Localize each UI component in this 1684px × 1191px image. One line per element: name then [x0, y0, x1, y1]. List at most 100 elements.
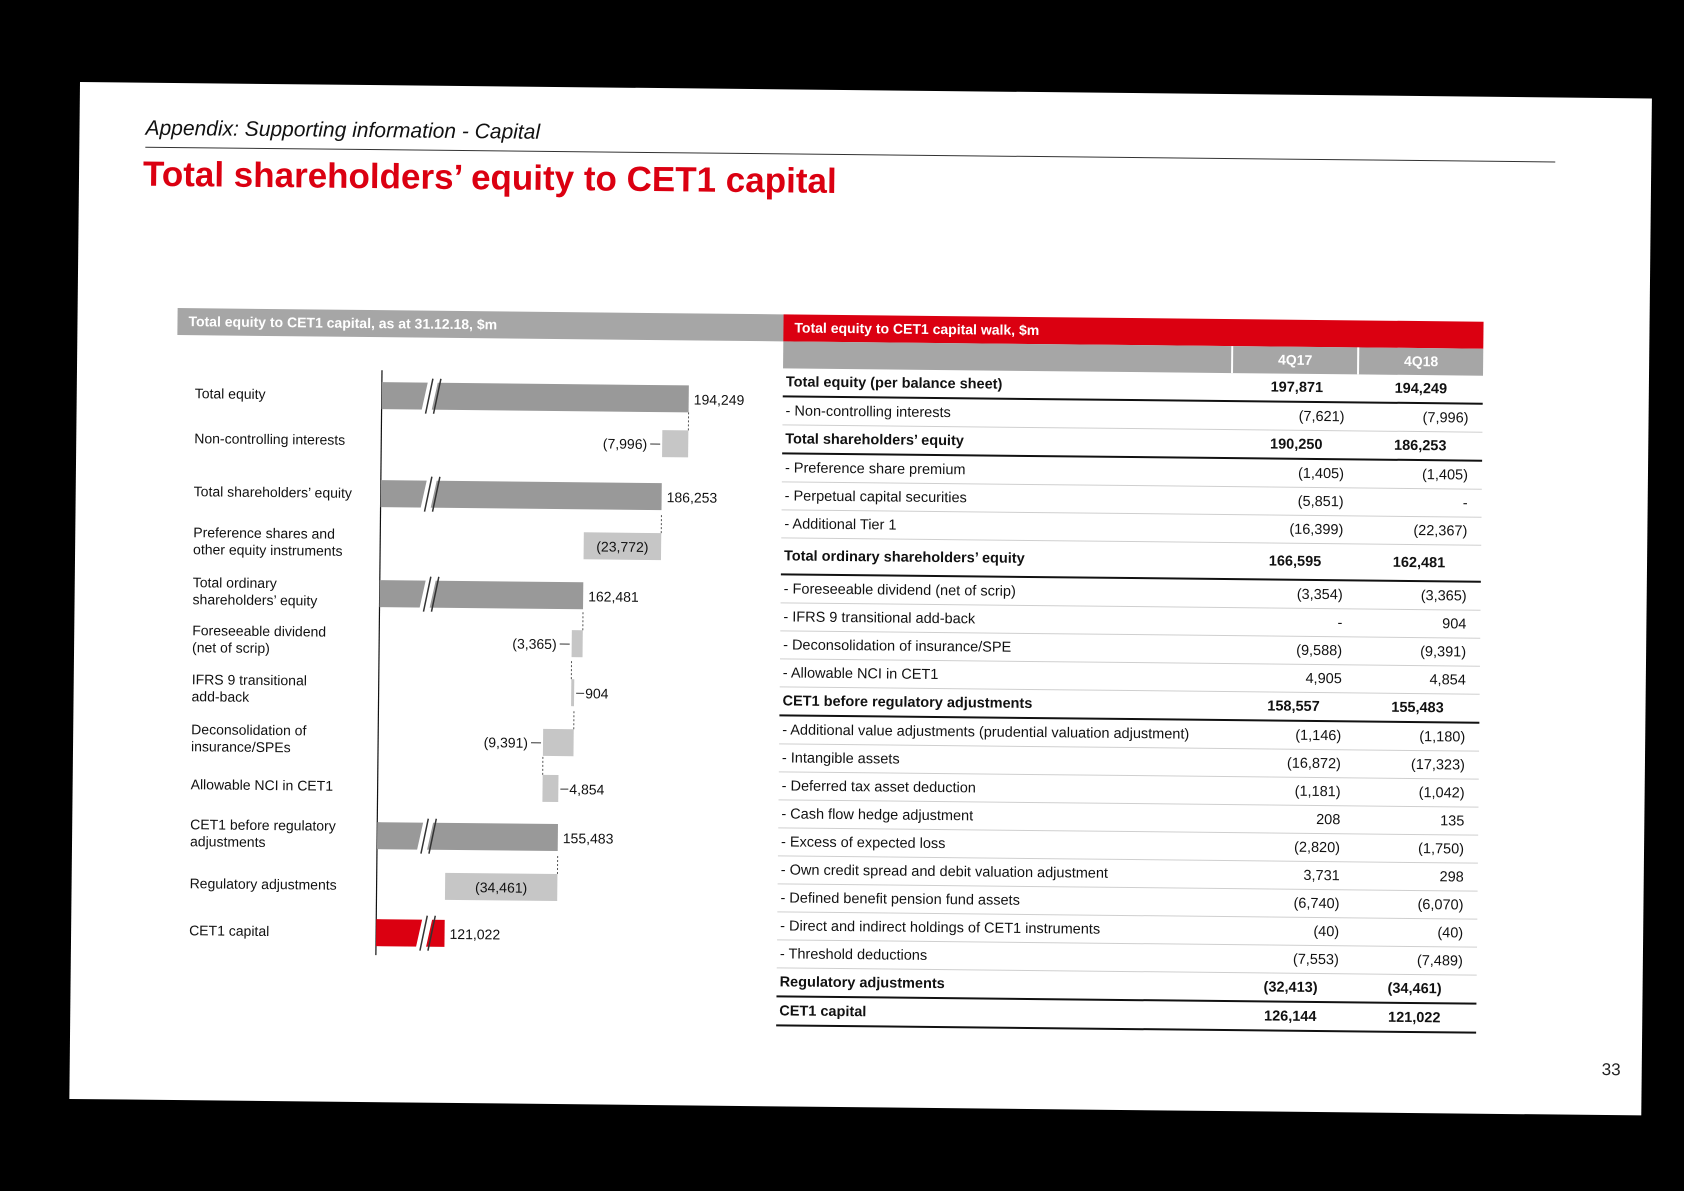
value-4q17: 166,595: [1268, 552, 1322, 570]
value-4q18: (17,323): [1410, 756, 1466, 774]
row-label: - Defined benefit pension fund assets: [780, 889, 1020, 909]
data-label: (34,461): [475, 879, 527, 896]
value-4q18: (1,042): [1418, 784, 1465, 802]
value-4q17: 158,557: [1267, 697, 1320, 715]
row-label: - Deconsolidation of insurance/SPE: [783, 636, 1012, 656]
value-4q18: 121,022: [1387, 1009, 1441, 1026]
category-label: Total ordinaryshareholders’ equity: [193, 574, 318, 608]
axis-break-mark: [419, 915, 429, 951]
waterfall-chart: Total equity 194,249 Non-controlling inter…: [189, 370, 745, 956]
value-4q17: 208: [1316, 811, 1341, 828]
chart-axis: [375, 370, 383, 956]
value-4q18: (7,489): [1416, 952, 1463, 970]
axis-break-mark: [422, 576, 432, 612]
value-4q18: 162,481: [1392, 554, 1446, 571]
value-4q18: (9,391): [1420, 643, 1467, 661]
value-4q18: (40): [1437, 924, 1464, 942]
row-label: - Perpetual capital securities: [784, 487, 967, 506]
page-title: Total shareholders’ equity to CET1 capit…: [142, 154, 837, 201]
value-4q17: 197,871: [1270, 378, 1324, 396]
value-4q17: (40): [1313, 923, 1340, 940]
data-label: (3,365): [512, 636, 557, 652]
row-label: Total shareholders’ equity: [785, 430, 964, 449]
waterfall-bar: [583, 532, 662, 561]
axis-break-mark: [420, 818, 430, 854]
data-label: 162,481: [588, 588, 639, 605]
category-label: Total shareholders’ equity: [194, 483, 352, 501]
category-label: Total equity: [195, 385, 266, 402]
axis-break-mark: [423, 476, 433, 512]
row-label: Regulatory adjustments: [779, 973, 945, 992]
waterfall-bar: [571, 630, 583, 658]
value-4q17: (32,413): [1263, 978, 1318, 996]
data-label: 194,249: [694, 391, 745, 408]
value-4q18: (3,365): [1420, 587, 1467, 605]
value-4q18: (7,996): [1422, 409, 1469, 427]
row-label: - Direct and indirect holdings of CET1 i…: [780, 917, 1101, 938]
value-4q17: (2,820): [1294, 839, 1341, 856]
category-label: Deconsolidation ofinsurance/SPEs: [191, 721, 307, 755]
axis-break-mark: [428, 818, 438, 854]
value-4q18: (22,367): [1413, 522, 1468, 540]
row-label: - Non-controlling interests: [785, 402, 951, 421]
column-4q17: 4Q17: [1233, 346, 1358, 375]
value-4q17: (16,872): [1286, 755, 1342, 772]
value-4q17: (1,405): [1297, 465, 1345, 482]
value-4q18: 298: [1439, 868, 1464, 886]
value-4q17: 3,731: [1303, 867, 1340, 884]
waterfall-bar: [542, 728, 574, 757]
row-label: - Intangible assets: [781, 749, 900, 768]
table-body: Total equity (per balance sheet) 197,871 1…: [776, 368, 1484, 1034]
row-label: - Preference share premium: [784, 459, 966, 478]
category-label: CET1 capital: [189, 922, 269, 939]
category-label: IFRS 9 transitionaladd-back: [191, 671, 307, 705]
page-number: 33: [1601, 1059, 1621, 1080]
value-4q18: (34,461): [1387, 980, 1442, 997]
row-label: - Excess of expected loss: [780, 833, 946, 852]
waterfall-bar: [380, 480, 662, 511]
axis-break-mark: [430, 576, 440, 612]
waterfall-bar: [542, 774, 559, 803]
value-4q18: (1,405): [1421, 466, 1469, 484]
value-4q17: 190,250: [1269, 435, 1323, 453]
row-label: - Additional Tier 1: [784, 515, 897, 534]
row-label: - Deferred tax asset deduction: [781, 777, 976, 796]
row-label: - Allowable NCI in CET1: [782, 664, 939, 683]
category-label: Foreseeable dividend(net of scrip): [192, 622, 326, 656]
value-4q17: -: [1337, 614, 1343, 631]
row-label: CET1 before regulatory adjustments: [782, 692, 1033, 712]
value-4q17: (6,740): [1293, 895, 1340, 912]
value-4q18: 135: [1440, 812, 1465, 830]
value-4q18: (1,180): [1419, 728, 1466, 746]
capital-walk-table: Total equity to CET1 capital walk, $m 4Q…: [776, 314, 1484, 1034]
axis-break-mark: [431, 476, 441, 512]
row-label: CET1 capital: [779, 1002, 867, 1020]
value-4q18: 186,253: [1393, 437, 1447, 454]
data-label: 186,253: [667, 489, 718, 506]
row-label: Total equity (per balance sheet): [785, 373, 1003, 393]
section-subtitle: Appendix: Supporting information - Capit…: [145, 116, 541, 144]
value-4q18: 904: [1442, 615, 1467, 633]
row-label: - Additional value adjustments (prudenti…: [782, 721, 1190, 743]
value-4q18: (6,070): [1417, 896, 1464, 914]
value-4q17: (16,399): [1289, 521, 1344, 538]
value-4q17: (9,588): [1296, 642, 1343, 659]
waterfall-bar: [379, 580, 584, 610]
row-label: - Threshold deductions: [779, 945, 928, 964]
value-4q18: 4,854: [1429, 671, 1466, 689]
data-label: (9,391): [484, 734, 529, 750]
waterfall-bar: [381, 382, 689, 413]
category-label: Non-controlling interests: [194, 430, 345, 448]
axis-break-mark: [424, 378, 434, 414]
value-4q18: 155,483: [1391, 699, 1444, 716]
value-4q17: (7,621): [1298, 408, 1345, 425]
data-label: 121,022: [449, 926, 500, 943]
data-label: 4,854: [569, 781, 604, 797]
value-4q18: (1,750): [1418, 840, 1465, 858]
category-label: Preference shares andother equity instru…: [193, 524, 343, 559]
row-label: - Own credit spread and debit valuation …: [780, 861, 1109, 882]
value-4q17: 4,905: [1305, 670, 1342, 687]
value-4q17: (1,146): [1295, 727, 1342, 744]
value-4q17: 126,144: [1263, 1007, 1317, 1025]
table-row: CET1 capital 126,144 121,022: [776, 997, 1477, 1034]
